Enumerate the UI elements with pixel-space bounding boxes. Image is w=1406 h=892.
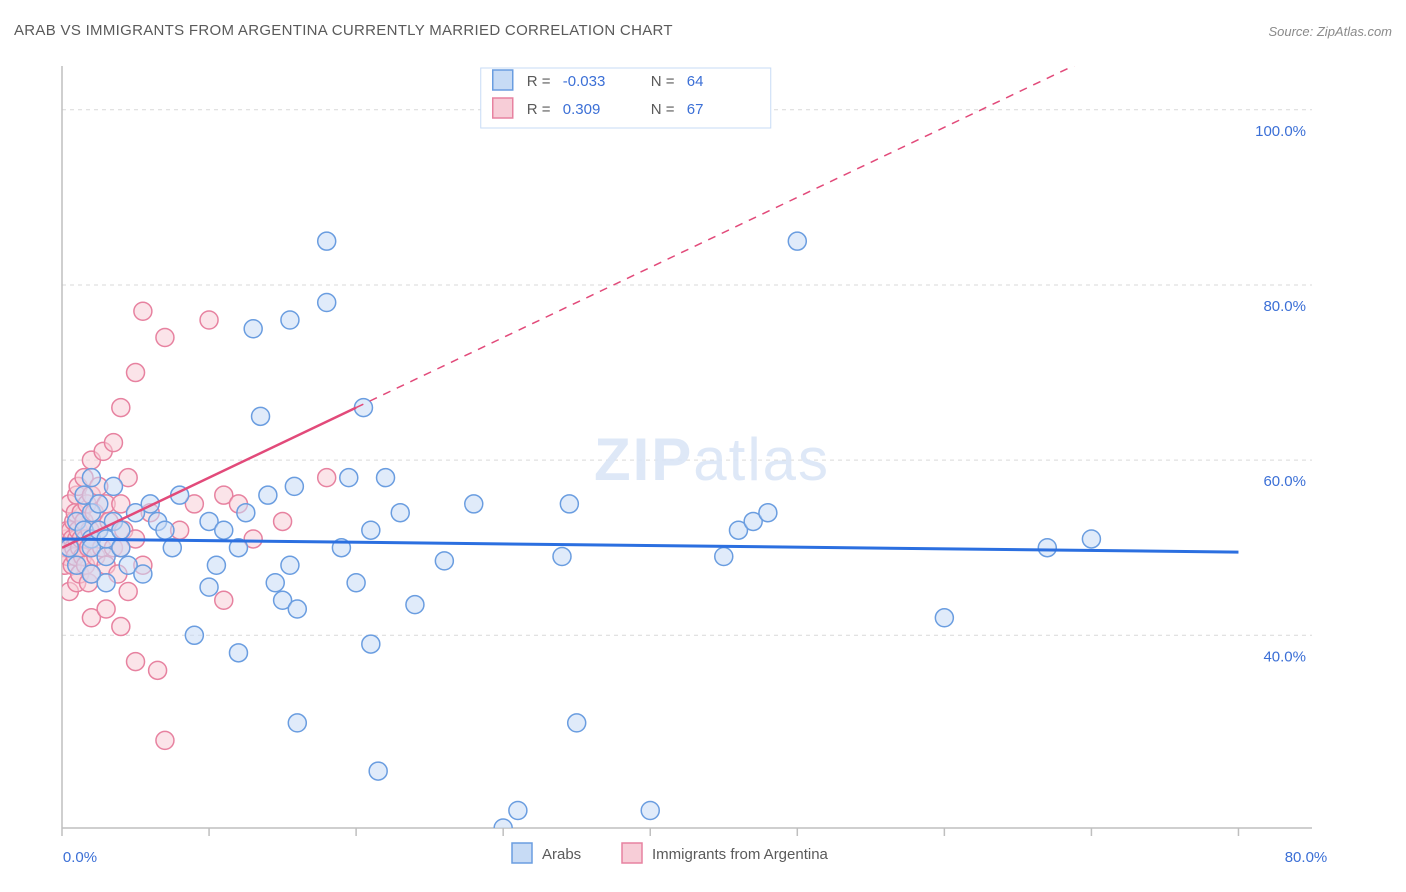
scatter-point (119, 583, 137, 601)
scatter-point (259, 486, 277, 504)
legend-swatch (512, 843, 532, 863)
scatter-point (215, 591, 233, 609)
scatter-point (90, 495, 108, 513)
scatter-point (465, 495, 483, 513)
scatter-point (127, 364, 145, 382)
scatter-point (112, 618, 130, 636)
scatter-point (244, 320, 262, 338)
scatter-point (509, 801, 527, 819)
scatter-point (134, 302, 152, 320)
scatter-point (156, 731, 174, 749)
legend-label: Arabs (542, 846, 581, 863)
scatter-point (285, 477, 303, 495)
svg-text:64: 64 (687, 73, 704, 90)
scatter-point (97, 600, 115, 618)
scatter-point (288, 600, 306, 618)
scatter-point (281, 311, 299, 329)
svg-text:80.0%: 80.0% (1263, 298, 1306, 315)
scatter-point (127, 653, 145, 671)
scatter-point (274, 512, 292, 530)
svg-text:80.0%: 80.0% (1285, 849, 1328, 866)
scatter-point (318, 469, 336, 487)
svg-text:100.0%: 100.0% (1255, 123, 1306, 140)
chart-title: ARAB VS IMMIGRANTS FROM ARGENTINA CURREN… (14, 22, 673, 39)
svg-text:60.0%: 60.0% (1263, 473, 1306, 490)
scatter-point (281, 556, 299, 574)
scatter-point (207, 556, 225, 574)
scatter-point (215, 521, 233, 539)
scatter-point (318, 293, 336, 311)
scatter-plot: 40.0% 60.0% 80.0% 100.0% 0.0% 80.0% ZIPatlas R … (50, 52, 1392, 872)
svg-text:0.309: 0.309 (563, 101, 601, 118)
scatter-point (156, 329, 174, 347)
scatter-point (82, 469, 100, 487)
correlation-box (481, 68, 771, 128)
scatter-point (266, 574, 284, 592)
scatter-point (112, 399, 130, 417)
scatter-point (185, 626, 203, 644)
scatter-point (229, 644, 247, 662)
scatter-point (200, 578, 218, 596)
scatter-point (156, 521, 174, 539)
svg-text:ZIPatlas: ZIPatlas (594, 426, 830, 493)
scatter-point (377, 469, 395, 487)
scatter-point (935, 609, 953, 627)
scatter-point (788, 232, 806, 250)
scatter-point (715, 547, 733, 565)
scatter-point (406, 596, 424, 614)
scatter-point (362, 521, 380, 539)
source-attribution: Source: ZipAtlas.com (1268, 24, 1392, 39)
scatter-point (641, 801, 659, 819)
scatter-point (237, 504, 255, 522)
svg-text:R =: R = (527, 73, 551, 90)
scatter-point (391, 504, 409, 522)
svg-text:N =: N = (651, 101, 675, 118)
scatter-point (435, 552, 453, 570)
scatter-point (347, 574, 365, 592)
scatter-point (1082, 530, 1100, 548)
scatter-point (362, 635, 380, 653)
scatter-point (104, 477, 122, 495)
svg-text:40.0%: 40.0% (1263, 648, 1306, 665)
scatter-point (759, 504, 777, 522)
svg-text:N =: N = (651, 73, 675, 90)
scatter-point (104, 434, 122, 452)
svg-text:0.0%: 0.0% (63, 849, 97, 866)
scatter-point (553, 547, 571, 565)
legend-swatch (493, 98, 513, 118)
legend-swatch (493, 70, 513, 90)
scatter-point (560, 495, 578, 513)
svg-text:R =: R = (527, 101, 551, 118)
scatter-point (134, 565, 152, 583)
scatter-point (340, 469, 358, 487)
scatter-point (568, 714, 586, 732)
scatter-point (369, 762, 387, 780)
legend-label: Immigrants from Argentina (652, 846, 829, 863)
scatter-point (318, 232, 336, 250)
legend-swatch (622, 843, 642, 863)
scatter-point (288, 714, 306, 732)
svg-text:67: 67 (687, 101, 704, 118)
scatter-point (252, 407, 270, 425)
scatter-point (112, 539, 130, 557)
scatter-point (1038, 539, 1056, 557)
scatter-point (97, 574, 115, 592)
scatter-point (200, 311, 218, 329)
svg-text:-0.033: -0.033 (563, 73, 606, 90)
scatter-point (149, 661, 167, 679)
